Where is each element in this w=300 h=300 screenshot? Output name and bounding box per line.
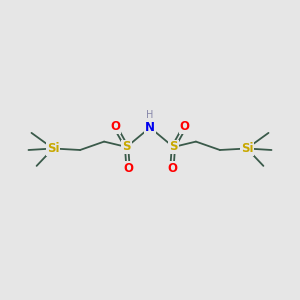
Text: S: S [122, 140, 131, 154]
Text: H: H [146, 110, 153, 121]
Text: N: N [145, 121, 155, 134]
Text: O: O [110, 120, 120, 133]
Text: O: O [167, 162, 177, 175]
Text: Si: Si [47, 142, 59, 155]
Text: Si: Si [241, 142, 253, 155]
Text: S: S [169, 140, 178, 154]
Text: O: O [180, 120, 190, 133]
Text: O: O [123, 162, 133, 175]
